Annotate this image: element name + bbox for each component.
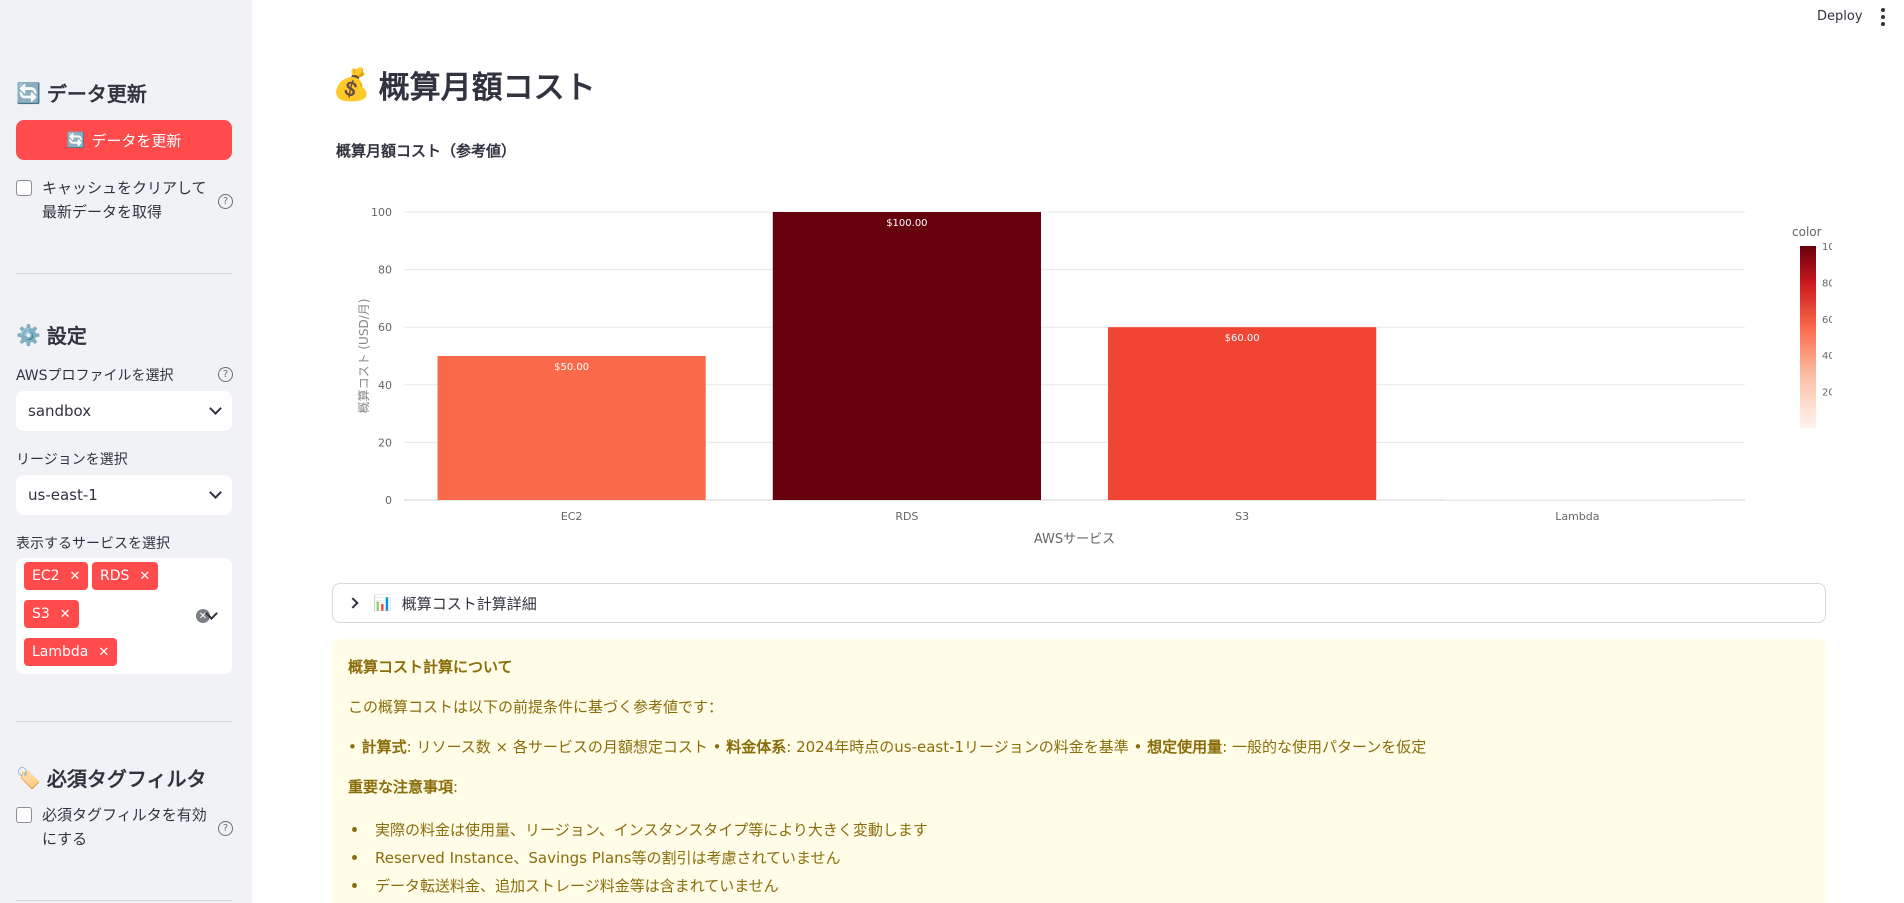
tag-filter-heading-text: 必須タグフィルタ bbox=[47, 763, 207, 792]
tag-filter-checkbox-row[interactable]: 必須タグフィルタを有効にする bbox=[16, 803, 236, 851]
chevron-down-icon bbox=[209, 486, 222, 499]
list-item: Reserved Instance、Savings Plans等の割引は考慮され… bbox=[348, 843, 928, 871]
list-item: 実際の料金は使用量、リージョン、インスタンスタイプ等により大きく変動します bbox=[348, 815, 928, 843]
colorbar-tick-label: 40 bbox=[1822, 351, 1832, 362]
colorbar bbox=[1800, 246, 1816, 428]
sidebar: 🔄 データ更新 🔄 データを更新 キャッシュをクリアして最新データを取得 ? ⚙… bbox=[0, 0, 252, 903]
y-tick-label: 0 bbox=[385, 494, 392, 507]
help-icon[interactable]: ? bbox=[218, 194, 233, 209]
clear-cache-label: キャッシュをクリアして最新データを取得 bbox=[42, 176, 212, 224]
colorbar-tick-label: 80 bbox=[1822, 278, 1832, 289]
y-axis-label: 概算コスト (USD/月) bbox=[356, 299, 371, 414]
service-tag-label: Lambda bbox=[32, 644, 88, 660]
cost-bar-chart[interactable]: 0 20 40 60 80 100 $50.00 EC2 $100.00 RDS $60.00 S3 L… bbox=[332, 180, 1832, 560]
region-select[interactable]: us-east-1 bbox=[16, 475, 232, 515]
clear-cache-checkbox[interactable] bbox=[16, 180, 32, 196]
x-tick-label: RDS bbox=[895, 510, 918, 523]
cost-details-expander[interactable]: 📊 概算コスト計算詳細 bbox=[332, 583, 1826, 623]
tag-filter-label: 必須タグフィルタを有効にする bbox=[42, 803, 212, 851]
profile-select[interactable]: sandbox bbox=[16, 391, 232, 431]
chart-icon: 📊 bbox=[373, 594, 392, 612]
refresh-data-button[interactable]: 🔄 データを更新 bbox=[16, 120, 232, 160]
service-tag-label: S3 bbox=[32, 606, 50, 622]
bar-data-label: $50.00 bbox=[554, 362, 589, 373]
bar-rds bbox=[773, 212, 1041, 500]
info-intro: この概算コストは以下の前提条件に基づく参考値です： bbox=[348, 696, 723, 717]
x-tick-label: Lambda bbox=[1555, 510, 1599, 523]
bar-s3 bbox=[1108, 327, 1376, 500]
page-title-text: 概算月額コスト bbox=[379, 62, 596, 107]
x-tick-label: S3 bbox=[1235, 510, 1249, 523]
y-tick-label: 60 bbox=[378, 321, 392, 334]
expander-label: 概算コスト計算詳細 bbox=[402, 593, 537, 614]
refresh-button-label: データを更新 bbox=[91, 130, 181, 151]
tag-filter-section-heading: 🏷️ 必須タグフィルタ bbox=[16, 763, 207, 792]
tag-filter-checkbox[interactable] bbox=[16, 807, 32, 823]
sidebar-divider bbox=[16, 273, 232, 274]
services-select-label: 表示するサービスを選択 bbox=[16, 533, 170, 553]
remove-tag-icon[interactable]: ✕ bbox=[70, 569, 81, 584]
chart-heading: 概算月額コスト（参考値） bbox=[336, 140, 516, 161]
remove-tag-icon[interactable]: ✕ bbox=[98, 645, 109, 660]
chevron-down-icon bbox=[209, 402, 222, 415]
x-axis-label: AWSサービス bbox=[1034, 532, 1115, 547]
profile-select-value: sandbox bbox=[28, 402, 91, 420]
refresh-heading-text: データ更新 bbox=[47, 78, 147, 107]
service-tag-ec2: EC2 ✕ bbox=[24, 562, 88, 590]
tag-icon: 🏷️ bbox=[16, 766, 41, 790]
cost-info-box: 概算コスト計算について この概算コストは以下の前提条件に基づく参考値です： • … bbox=[332, 639, 1826, 903]
colorbar-title: color bbox=[1792, 225, 1822, 239]
refresh-icon: 🔄 bbox=[16, 81, 41, 105]
y-tick-label: 40 bbox=[378, 379, 392, 392]
page-title: 💰 概算月額コスト bbox=[332, 62, 596, 107]
notes-heading: 重要な注意事項: bbox=[348, 776, 458, 797]
help-icon[interactable]: ? bbox=[218, 367, 233, 382]
chevron-right-icon bbox=[347, 597, 358, 608]
gear-icon: ⚙️ bbox=[16, 323, 41, 347]
clear-cache-checkbox-row[interactable]: キャッシュをクリアして最新データを取得 bbox=[16, 176, 236, 224]
region-select-value: us-east-1 bbox=[28, 486, 98, 504]
service-tag-label: RDS bbox=[100, 568, 129, 584]
bar-lambda bbox=[1443, 499, 1711, 500]
refresh-section-heading: 🔄 データ更新 bbox=[16, 78, 147, 107]
profile-select-label: AWSプロファイルを選択 bbox=[16, 365, 174, 385]
sidebar-divider bbox=[16, 721, 232, 722]
service-tag-label: EC2 bbox=[32, 568, 60, 584]
main-content: 💰 概算月額コスト 概算月額コスト（参考値） 0 20 40 60 80 100 $50.0… bbox=[252, 0, 1904, 903]
remove-tag-icon[interactable]: ✕ bbox=[60, 607, 71, 622]
settings-section-heading: ⚙️ 設定 bbox=[16, 320, 87, 349]
y-tick-label: 80 bbox=[378, 264, 392, 277]
service-tag-lambda: Lambda ✕ bbox=[24, 638, 117, 666]
service-tag-rds: RDS ✕ bbox=[92, 562, 158, 590]
x-tick-label: EC2 bbox=[561, 510, 583, 523]
y-tick-label: 100 bbox=[371, 206, 392, 219]
colorbar-tick-label: 100 bbox=[1822, 242, 1832, 253]
sidebar-divider bbox=[16, 900, 232, 901]
colorbar-tick-label: 60 bbox=[1822, 315, 1832, 326]
bar-data-label: $60.00 bbox=[1225, 333, 1260, 344]
services-multiselect[interactable]: EC2 ✕ RDS ✕ S3 ✕ Lambda ✕ ✕ bbox=[16, 558, 232, 674]
list-item: データ転送料金、追加ストレージ料金等は含まれていません bbox=[348, 871, 928, 899]
region-select-label: リージョンを選択 bbox=[16, 449, 128, 469]
remove-tag-icon[interactable]: ✕ bbox=[139, 569, 150, 584]
notes-list: 実際の料金は使用量、リージョン、インスタンスタイプ等により大きく変動します Re… bbox=[348, 815, 928, 899]
settings-heading-text: 設定 bbox=[47, 320, 87, 349]
y-tick-label: 20 bbox=[378, 436, 392, 449]
refresh-button-icon: 🔄 bbox=[67, 131, 86, 149]
info-assumptions: • 計算式: リソース数 × 各サービスの月額想定コスト • 料金体系: 202… bbox=[348, 736, 1426, 757]
bar-ec2 bbox=[438, 356, 706, 500]
info-heading: 概算コスト計算について bbox=[348, 656, 513, 677]
bar-data-label: $100.00 bbox=[886, 218, 927, 229]
help-icon[interactable]: ? bbox=[218, 821, 233, 836]
money-bag-icon: 💰 bbox=[332, 66, 371, 103]
colorbar-tick-label: 20 bbox=[1822, 388, 1832, 399]
service-tag-s3: S3 ✕ bbox=[24, 600, 79, 628]
